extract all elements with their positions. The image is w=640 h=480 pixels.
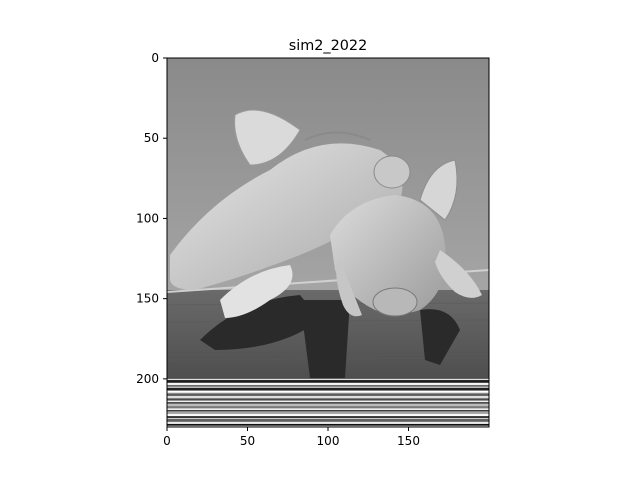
stripe-row [167,425,489,427]
x-tick-label: 150 [397,434,420,448]
stripe-row [167,387,489,391]
x-tick-label: 100 [317,434,340,448]
stripe-row [167,416,489,419]
stripe-row [167,406,489,409]
stripe-row [167,421,489,425]
y-tick-label: 200 [136,372,159,386]
stripe-row [167,410,489,412]
stripe-row [167,384,489,387]
stripe-row [167,378,489,381]
x-tick-label: 0 [163,434,171,448]
stripe-row [167,413,489,417]
image-content [167,58,489,427]
pig-left [170,109,411,318]
striped-artifact-rows [167,378,489,427]
stripe-row [167,411,489,415]
stripe-row [167,402,489,404]
stripe-row [167,400,489,403]
y-tick-label: 100 [136,211,159,225]
stripe-row [167,392,489,395]
x-tick-label: 50 [240,434,255,448]
stripe-row [167,408,489,411]
stripe-row [167,395,489,399]
y-tick-label: 150 [136,292,159,306]
y-tick-label: 0 [151,51,159,65]
x-axis: 0 50 100 150 [163,427,420,448]
chart-title: sim2_2022 [289,38,368,54]
stripe-row [167,417,489,420]
stripe-row [167,423,489,426]
stripe-row [167,403,489,407]
y-axis: 0 50 100 150 200 [136,51,167,386]
stripe-row [167,382,489,386]
pig-shadows [200,295,460,378]
stripe-row [167,386,489,389]
y-tick-label: 50 [144,131,159,145]
stripe-row [167,380,489,384]
stripe-row [167,419,489,423]
stripe-row [167,394,489,396]
stripe-row [167,398,489,401]
stripe-row [167,390,489,394]
pig-right [330,159,482,317]
